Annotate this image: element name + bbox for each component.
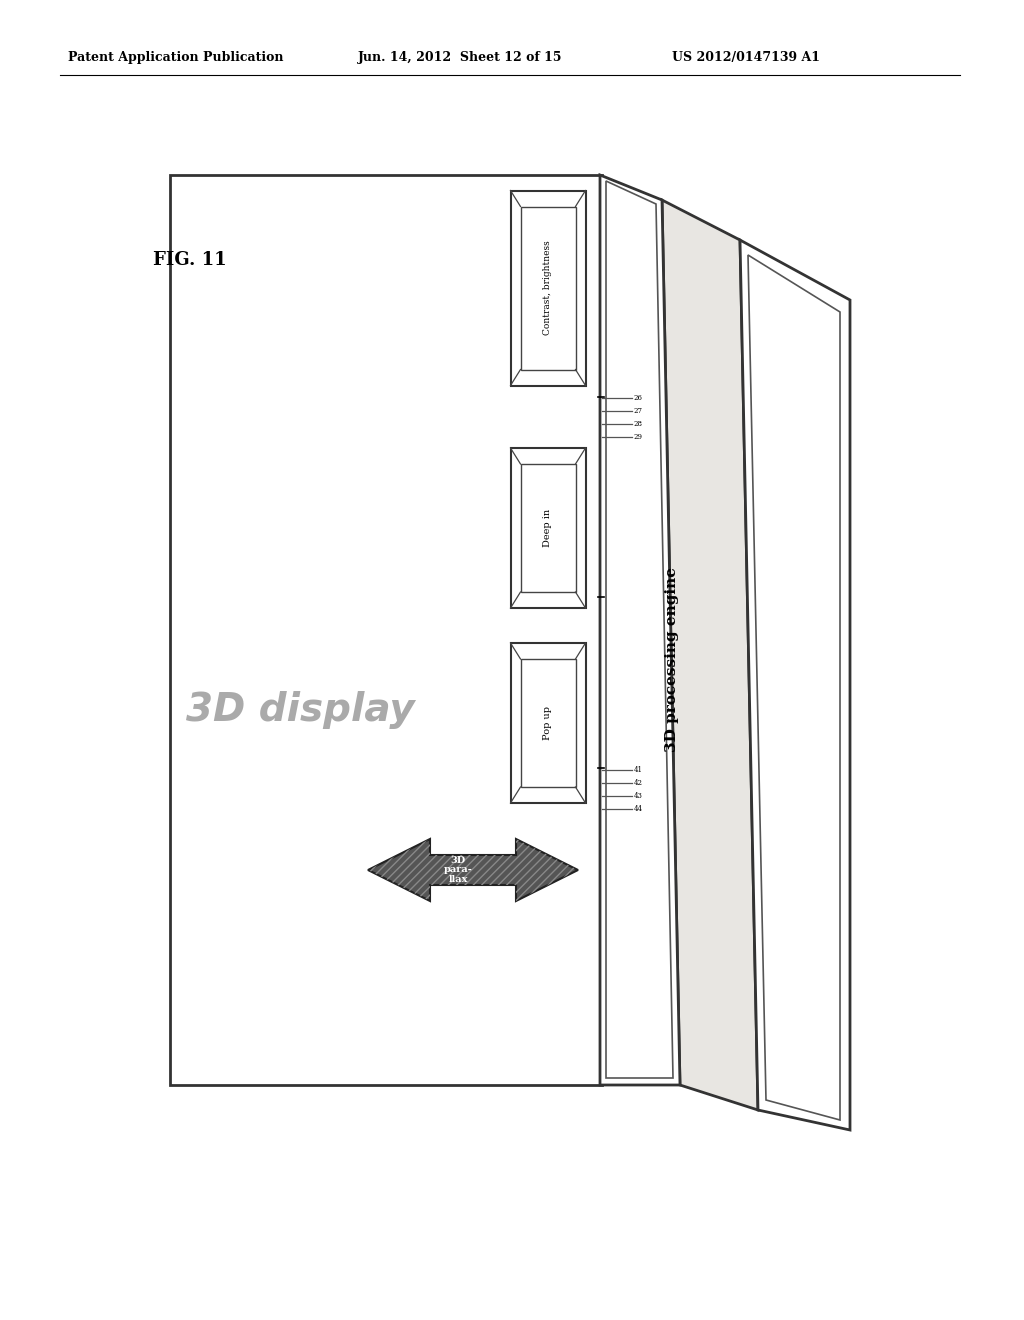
Text: Jun. 14, 2012  Sheet 12 of 15: Jun. 14, 2012 Sheet 12 of 15 [358,50,562,63]
Text: 27: 27 [634,407,643,414]
Polygon shape [740,240,850,1130]
Text: 44: 44 [634,805,643,813]
Text: US 2012/0147139 A1: US 2012/0147139 A1 [672,50,820,63]
Text: 41: 41 [634,766,643,774]
Polygon shape [600,176,680,1085]
Text: Pop up: Pop up [544,706,553,741]
Bar [511,643,586,803]
Bar [170,176,602,1085]
Bar [520,659,575,787]
Text: Contrast, brightness: Contrast, brightness [544,240,553,335]
Text: 3D processing engine: 3D processing engine [665,568,679,752]
Bar [520,465,575,591]
Bar [511,190,586,385]
Text: Deep in: Deep in [544,510,553,546]
Text: 29: 29 [634,433,643,441]
Text: 3D
para-
llax: 3D para- llax [443,855,472,884]
Bar [520,206,575,370]
Text: 3D display: 3D display [185,690,415,729]
Text: 42: 42 [634,779,643,787]
Text: Patent Application Publication: Patent Application Publication [68,50,284,63]
Bar [511,447,586,609]
Text: FIG. 11: FIG. 11 [153,251,226,269]
Text: 43: 43 [634,792,643,800]
Polygon shape [368,840,578,902]
Text: 28: 28 [634,420,643,428]
Text: 26: 26 [634,393,643,403]
Polygon shape [662,201,758,1110]
